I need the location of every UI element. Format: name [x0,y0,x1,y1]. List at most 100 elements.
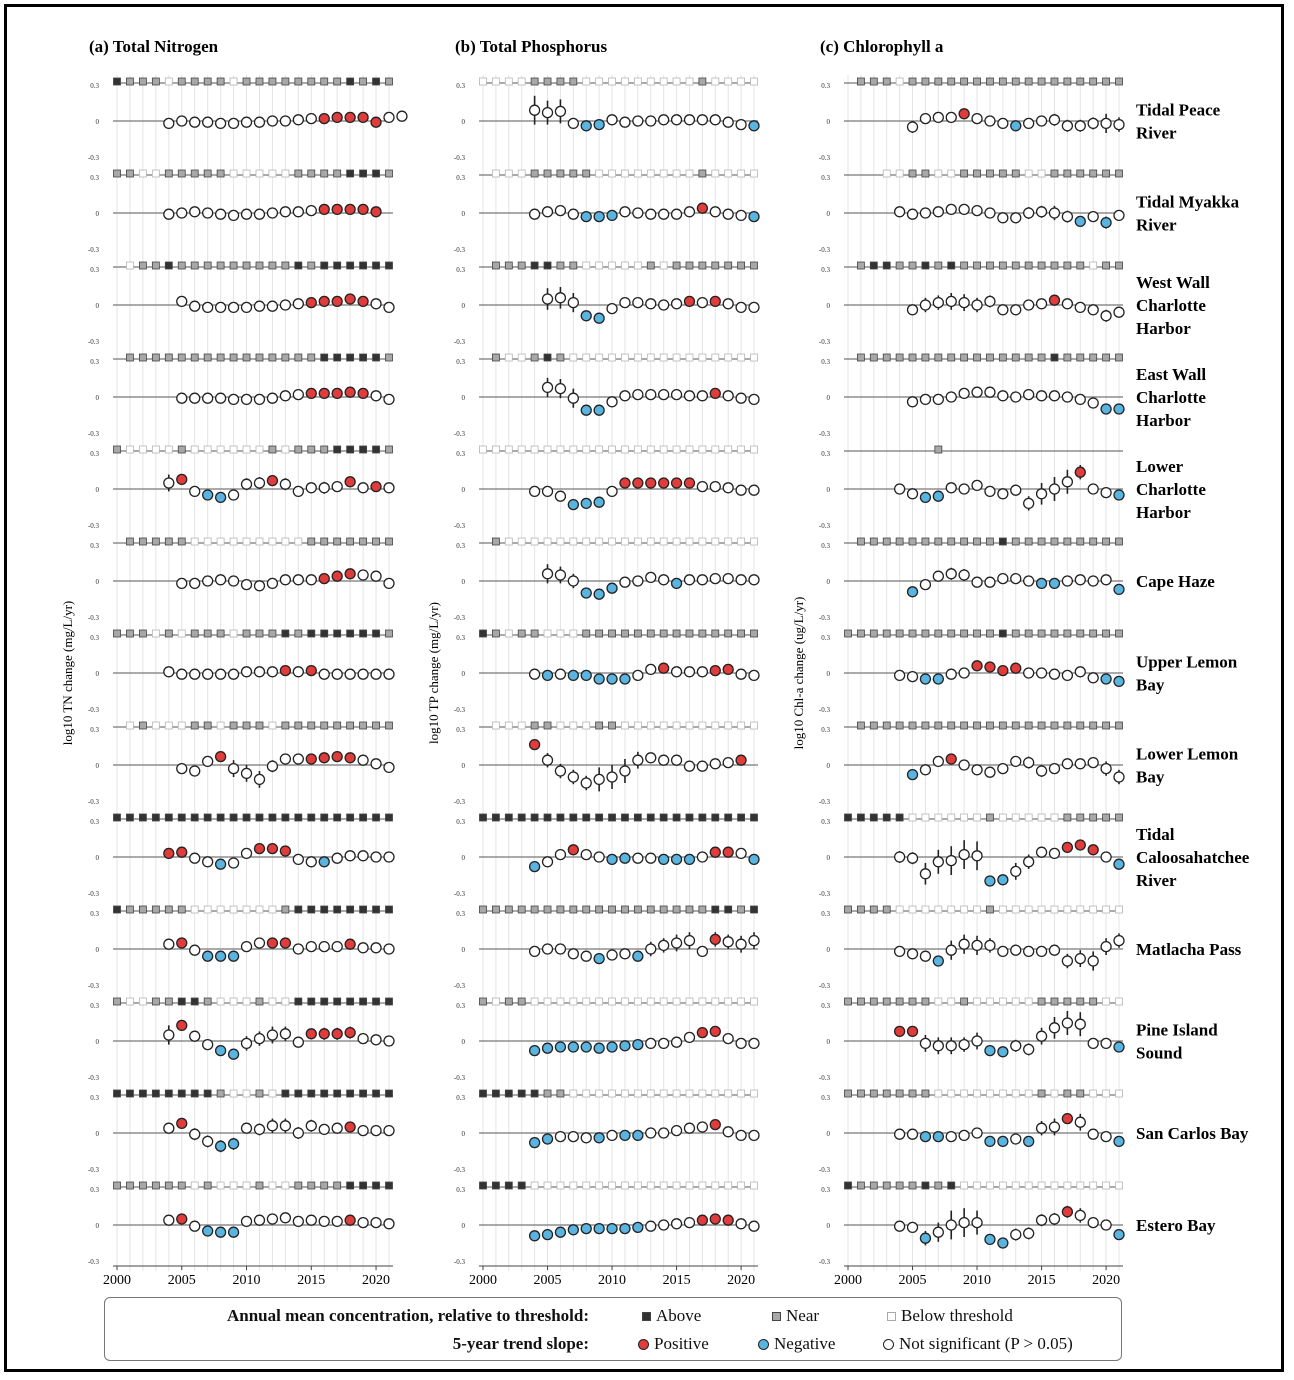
trend-point [696,114,709,126]
station-label-line: Tidal Myakka [1136,193,1240,212]
status-square [1102,261,1110,270]
status-square [921,997,930,1006]
status-square [346,721,355,730]
status-square [333,905,342,914]
status-square [698,77,707,86]
status-square [908,77,917,86]
trend-point [1087,1128,1099,1140]
trend-point [906,852,919,864]
status-square [359,537,367,546]
status-square [333,813,342,822]
status-square [320,905,329,914]
trend-point [253,666,266,678]
trend-point [554,848,567,861]
status-square [504,721,513,730]
status-square [255,537,264,546]
status-square [947,1089,956,1098]
status-square [1050,629,1059,638]
status-square [307,261,316,270]
trend-point [606,582,618,594]
status-square [190,445,199,454]
trend-point [1048,847,1061,860]
y-tick-label: 0 [462,946,466,954]
status-square [333,169,342,178]
trend-point [266,115,279,127]
status-square [646,1089,655,1098]
trend-point [1035,1214,1048,1226]
status-square [492,629,500,638]
status-square [517,537,526,546]
x-tick-label: 2005 [534,1273,562,1288]
status-square [582,813,591,822]
trend-point [266,842,279,855]
status-square [177,445,186,454]
status-square [139,813,147,822]
status-square [908,905,917,914]
trend-point [240,847,253,860]
status-square [151,813,160,822]
trend-point [619,296,631,309]
status-square [530,261,539,270]
status-square [659,77,668,86]
status-square [479,1089,487,1098]
status-square [385,721,393,730]
status-square [973,353,981,362]
status-square [320,1181,329,1190]
x-tick-label: 2020 [1092,1273,1120,1288]
status-square [320,169,329,178]
trend-point [670,114,683,126]
status-square [517,813,526,822]
trend-point [383,1124,395,1137]
status-square [646,261,655,270]
trend-point [619,390,631,402]
y-tick-label: -0.3 [454,1258,466,1266]
status-square [895,813,904,822]
status-square [750,169,758,178]
trend-point [748,934,760,947]
status-square [857,1181,865,1190]
status-square [190,537,199,546]
trend-point [735,301,747,314]
trend-point [528,668,541,680]
station-label-line: Caloosahatchee [1136,848,1250,867]
trend-point [344,568,356,580]
legend-above-label: Above [656,1306,702,1325]
trend-point [919,112,932,125]
status-square [750,537,758,546]
trend-point [1010,1133,1022,1145]
trend-point [945,1219,957,1231]
status-square [216,629,225,638]
y-tick-label: 0 [827,762,831,770]
status-square [372,629,380,638]
trend-point [176,1213,188,1225]
trend-point [305,753,317,765]
status-square [294,445,303,454]
y-tick-label: 0.3 [90,82,99,90]
status-square [139,629,147,638]
status-square [543,261,552,270]
status-square [346,1089,355,1098]
y-tick-label: 0.3 [90,818,99,826]
status-square [346,353,355,362]
trend-point [906,948,919,960]
trend-point [1010,1040,1022,1052]
status-square [113,1089,121,1098]
trend-point [541,293,554,305]
trend-point [670,853,683,866]
status-square [333,537,342,546]
status-square [882,537,891,546]
status-square [908,721,917,730]
status-square [1024,77,1033,86]
status-square [504,261,513,270]
y-tick-label: -0.3 [88,1074,100,1082]
trend-point [696,851,709,863]
trend-point [709,846,721,858]
trend-point [227,950,240,962]
status-square [698,353,707,362]
trend-point [357,203,369,216]
status-square [1024,905,1033,914]
status-square [1050,353,1059,362]
status-square [190,813,199,822]
trend-point [658,853,670,866]
trend-point [1100,486,1112,499]
